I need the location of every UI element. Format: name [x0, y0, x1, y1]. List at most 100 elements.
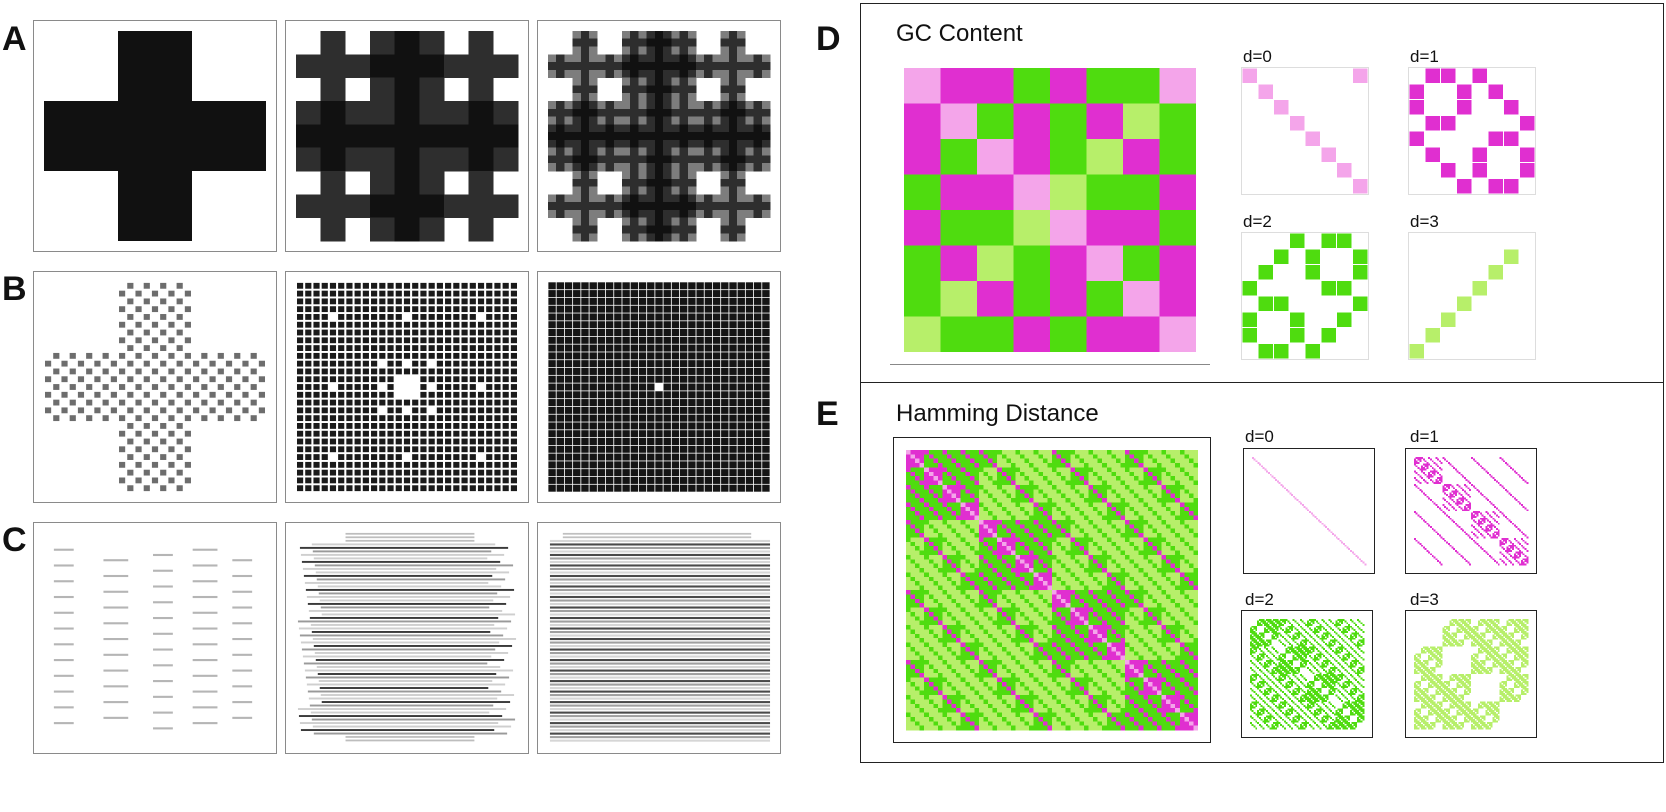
- hamming-cell-d3: [1152, 515, 1158, 521]
- fractal-dot: [556, 352, 565, 360]
- fractal-dot: [630, 422, 639, 430]
- cross-cell: [720, 178, 730, 187]
- hamming-cell-d2: [1179, 484, 1185, 490]
- cross-cell: [663, 171, 672, 180]
- hamming-cell-d3: [1143, 594, 1149, 599]
- hamming-cell-d2: [1097, 559, 1103, 564]
- cross-cell: [630, 132, 639, 141]
- hamming-cell-d2: [933, 581, 939, 586]
- hamming-cell-d3: [1138, 563, 1144, 569]
- hamming-cell-d3: [1161, 463, 1167, 468]
- fractal-dot: [762, 360, 770, 368]
- hamming-cell-d2: [1156, 537, 1162, 543]
- fractal-dot: [305, 454, 312, 460]
- hamming-cell-d3: [1166, 546, 1171, 551]
- fractal-dot: [329, 290, 337, 297]
- hamming-cell-d1: [910, 506, 916, 512]
- cross-cell: [572, 77, 582, 86]
- hamming-cell-d3: [1056, 550, 1062, 556]
- hamming-cell-d0: [919, 463, 925, 468]
- fractal-dot: [445, 446, 452, 453]
- fractal-dot: [622, 352, 630, 360]
- cross-cell: [597, 147, 606, 156]
- hamming-cell-d3: [1065, 511, 1071, 516]
- fractal-dot: [704, 422, 713, 430]
- hamming-cell-d2: [1161, 590, 1167, 595]
- fractal-dot: [354, 337, 361, 344]
- hamming-cell-d2: [1047, 463, 1053, 468]
- hamming-cell-d2: [1061, 607, 1066, 613]
- hamming-cell-d2: [992, 581, 998, 586]
- hamming-cell-d2: [1166, 471, 1171, 477]
- hamming-cell-d2: [1152, 493, 1158, 499]
- fractal-dot: [688, 406, 696, 414]
- line-segment: [305, 676, 510, 679]
- cross-horizontal: [43, 100, 267, 172]
- hamming-cell-d2: [1083, 590, 1089, 595]
- hamming-cell-d1: [910, 458, 916, 464]
- line-segment: [345, 539, 475, 542]
- gc-d1-cell: [1409, 84, 1425, 99]
- hamming-cell-d2: [910, 598, 916, 604]
- hamming-cell-d3: [988, 515, 993, 521]
- hamming-cell-d3: [1179, 541, 1185, 547]
- hamming-cell-d3: [1061, 484, 1066, 490]
- line-segment: [549, 546, 771, 550]
- hamming-cell-d2: [1083, 541, 1089, 547]
- fractal-dot: [428, 446, 435, 453]
- hamming-cell-d2: [947, 476, 952, 481]
- cross-cell: [646, 62, 656, 71]
- hamming-cell-d1: [1070, 590, 1076, 595]
- hamming-cell-d2: [1001, 581, 1007, 586]
- fractal-dot: [143, 454, 150, 460]
- fractal-dot: [581, 336, 589, 344]
- hamming-cell-d2: [1029, 541, 1034, 547]
- fractal-dot: [305, 423, 312, 429]
- hamming-cell-d2: [1070, 502, 1076, 508]
- hamming-cell-d1: [1193, 585, 1199, 591]
- cross-cell: [663, 30, 672, 39]
- hamming-cell-d2: [978, 454, 984, 459]
- hamming-cell-d2: [1166, 524, 1171, 529]
- hamming-cell-d3: [1010, 590, 1016, 595]
- fractal-dot: [630, 375, 639, 383]
- fractal-dot: [605, 445, 614, 453]
- hamming-cell-d2: [1093, 598, 1098, 604]
- hamming-cell-d2: [956, 563, 961, 569]
- fractal-dot: [69, 415, 76, 422]
- cross-cell: [556, 155, 565, 164]
- fractal-dot: [510, 290, 518, 297]
- fractal-dot: [469, 461, 476, 468]
- cross-cell: [572, 139, 582, 148]
- fractal-dot: [420, 391, 427, 398]
- fractal-dot: [605, 321, 614, 329]
- hamming-cell-d0: [1047, 585, 1053, 591]
- fractal-dot: [622, 445, 630, 453]
- fractal-dot: [630, 461, 639, 469]
- hamming-cell-d1: [1024, 493, 1030, 499]
- fractal-dot: [119, 290, 126, 297]
- cross-cell: [745, 202, 754, 211]
- hamming-cell-d2: [1125, 598, 1130, 604]
- hamming-cell-d3: [1061, 559, 1066, 564]
- hamming-cell-d3: [951, 519, 957, 525]
- cross-cell: [671, 100, 680, 110]
- hamming-cell-d1: [1052, 449, 1057, 455]
- gc-cell-d0: [1159, 68, 1196, 105]
- fractal-dot: [362, 384, 369, 390]
- fractal-dot: [371, 329, 378, 336]
- hamming-cell-d2: [928, 498, 934, 503]
- hamming-cell-d2: [1115, 585, 1121, 591]
- fractal-dot: [655, 321, 663, 329]
- hamming-cell-d3: [1042, 489, 1048, 494]
- hamming-cell-d3: [951, 541, 957, 547]
- hamming-cell-d1: [1038, 541, 1044, 547]
- fractal-dot: [494, 321, 501, 328]
- fractal-dot: [663, 360, 671, 368]
- line-segment: [345, 739, 475, 742]
- gc-cell-d2: [977, 316, 1015, 352]
- fractal-dot: [486, 337, 493, 344]
- hamming-cell-d3: [1115, 568, 1121, 573]
- cross-cell: [630, 209, 639, 219]
- hamming-cell-d2: [951, 480, 957, 486]
